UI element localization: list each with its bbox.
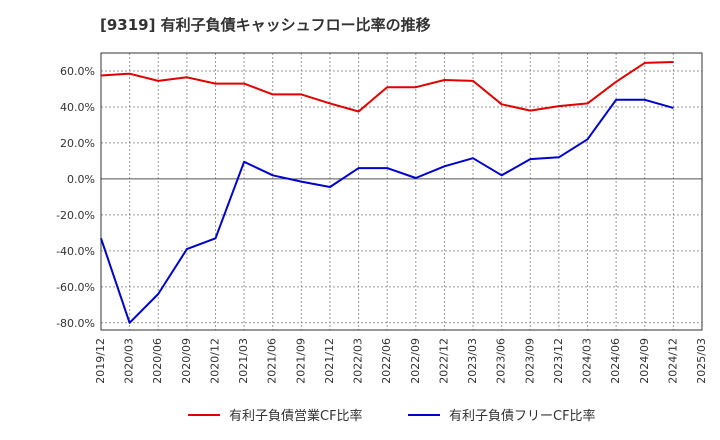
y-tick-label: -20.0% [56,209,95,222]
x-tick-label: 2019/12 [94,338,107,384]
x-tick-label: 2024/09 [638,338,651,384]
x-tick-label: 2023/06 [495,338,508,384]
x-tick-label: 2023/09 [523,338,536,384]
series-lines [100,61,674,324]
legend-label-1: 有利子負債営業CF比率 [229,408,363,424]
y-tick-label: -80.0% [56,317,95,330]
y-axis-ticks: 60.0% 40.0% 20.0% 0.0% -20.0% -40.0% -60.0% -80… [56,65,95,330]
x-tick-label: 2021/03 [237,338,250,384]
x-tick-label: 2021/06 [266,338,279,384]
legend-label-2: 有利子負債フリーCF比率 [449,408,596,424]
x-tick-label: 2020/03 [123,338,136,384]
x-tick-label: 2024/06 [609,338,622,384]
x-tick-label: 2022/06 [380,338,393,384]
x-tick-label: 2021/12 [323,338,336,384]
series-line-2 [100,98,674,324]
x-tick-label: 2020/09 [180,338,193,384]
y-tick-label: -60.0% [56,281,95,294]
x-tick-label: 2023/12 [552,338,565,384]
chart-title: [9319] 有利子負債キャッシュフロー比率の推移 [100,16,431,34]
x-tick-label: 2024/12 [666,338,679,384]
series-line-1 [100,61,674,113]
x-tick-label: 2024/03 [581,338,594,384]
y-tick-label: 20.0% [60,137,95,150]
plot-area-frame [100,52,703,331]
x-tick-label: 2020/06 [151,338,164,384]
grid-lines [101,53,702,330]
y-tick-label: 40.0% [60,101,95,114]
y-tick-label: 0.0% [67,173,95,186]
x-tick-label: 2023/03 [466,338,479,384]
x-tick-label: 2022/12 [437,338,450,384]
x-tick-label: 2022/03 [352,338,365,384]
legend: 有利子負債営業CF比率 有利子負債フリーCF比率 [188,408,596,424]
x-axis-ticks: 2019/12 2020/03 2020/06 2020/09 2020/12 2021/… [94,338,708,384]
x-tick-label: 2021/09 [294,338,307,384]
y-tick-label: 60.0% [60,65,95,78]
x-tick-label: 2022/09 [409,338,422,384]
y-tick-label: -40.0% [56,245,95,258]
x-tick-label: 2025/03 [695,338,708,384]
x-tick-label: 2020/12 [208,338,221,384]
